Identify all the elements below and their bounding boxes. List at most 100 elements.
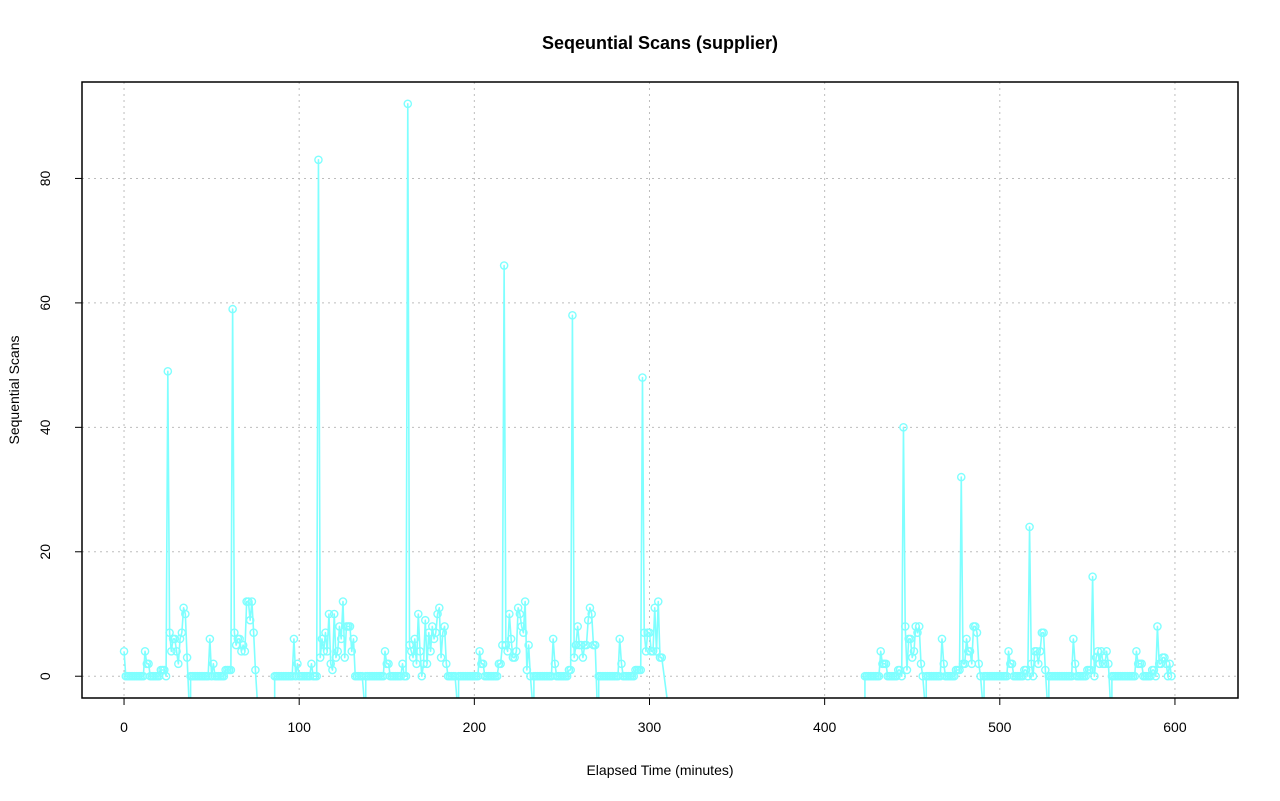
data-point xyxy=(492,671,502,681)
data-point xyxy=(1070,659,1080,669)
data-point xyxy=(420,615,430,625)
series-line xyxy=(123,102,1173,699)
data-point xyxy=(1097,647,1106,656)
data-point xyxy=(1088,572,1097,581)
data-point xyxy=(235,634,244,644)
data-point xyxy=(380,647,390,656)
data-point xyxy=(1095,659,1104,669)
data-point xyxy=(167,647,176,656)
data-point xyxy=(209,659,218,669)
data-point xyxy=(1032,647,1041,656)
data-point xyxy=(939,659,949,669)
data-point xyxy=(955,665,964,675)
data-point xyxy=(177,628,187,637)
data-point xyxy=(1163,671,1173,681)
data-point xyxy=(140,647,150,656)
data-point xyxy=(410,634,420,644)
data-point xyxy=(293,659,302,669)
data-point xyxy=(324,609,334,619)
data-point xyxy=(573,622,582,631)
data-point xyxy=(247,597,257,606)
data-point xyxy=(587,609,596,619)
data-point xyxy=(653,597,663,606)
data-point xyxy=(312,671,322,681)
x-tick-label: 200 xyxy=(463,719,487,735)
data-point xyxy=(569,653,579,662)
data-point xyxy=(1093,647,1103,656)
data-point xyxy=(571,640,581,650)
data-point xyxy=(340,653,350,662)
data-point xyxy=(638,373,647,382)
data-point xyxy=(897,671,907,681)
data-point xyxy=(899,423,908,432)
data-point xyxy=(205,634,215,644)
data-point xyxy=(520,597,530,606)
data-point xyxy=(512,647,521,656)
y-tick-label: 80 xyxy=(37,170,53,186)
series-segment xyxy=(273,158,365,699)
data-point xyxy=(1034,659,1043,669)
data-point xyxy=(550,659,560,669)
chart-title: Seqeuntial Scans (supplier) xyxy=(542,33,778,53)
data-point xyxy=(427,622,437,631)
data-point xyxy=(1137,659,1146,669)
data-point xyxy=(228,304,237,314)
data-point xyxy=(119,647,129,656)
data-point xyxy=(652,647,661,656)
data-point xyxy=(1004,647,1013,656)
data-point xyxy=(590,640,600,650)
data-point xyxy=(181,609,190,619)
data-point xyxy=(165,628,174,637)
x-tick-label: 100 xyxy=(288,719,312,735)
data-point xyxy=(315,653,325,662)
x-tick-label: 300 xyxy=(638,719,662,735)
data-point xyxy=(403,99,413,109)
data-point xyxy=(1132,647,1141,656)
x-tick-label: 0 xyxy=(120,719,128,735)
data-point xyxy=(182,653,192,662)
data-point xyxy=(965,647,975,656)
data-point xyxy=(345,622,355,631)
data-point xyxy=(1130,671,1139,681)
data-point xyxy=(576,640,586,650)
data-point xyxy=(1041,665,1050,675)
y-axis: 0 20 40 60 80 xyxy=(37,170,82,680)
data-point xyxy=(1151,671,1160,681)
data-point xyxy=(251,665,260,675)
data-point xyxy=(524,640,533,650)
data-point xyxy=(1086,665,1096,675)
data-point xyxy=(328,665,337,675)
grid xyxy=(82,82,1238,698)
data-point xyxy=(172,647,181,656)
data-point xyxy=(422,659,432,669)
data-point xyxy=(1165,659,1174,669)
data-point xyxy=(499,261,509,270)
data-point xyxy=(170,634,180,644)
data-point xyxy=(522,665,532,675)
data-point xyxy=(384,659,393,669)
x-tick-label: 600 xyxy=(1163,719,1187,735)
data-point xyxy=(639,628,649,637)
data-point xyxy=(415,647,425,656)
data-point xyxy=(657,653,667,662)
data-point xyxy=(440,622,449,631)
data-point xyxy=(1039,628,1048,637)
data-point xyxy=(289,634,299,644)
series-segment xyxy=(533,314,598,699)
data-point xyxy=(515,609,525,619)
data-point xyxy=(436,653,446,662)
data-point xyxy=(314,155,323,165)
data-point xyxy=(396,671,406,681)
y-tick-label: 0 xyxy=(37,672,53,680)
y-tick-label: 40 xyxy=(37,419,53,435)
data-point xyxy=(636,665,646,675)
data-point xyxy=(645,628,654,637)
data-point xyxy=(174,659,183,669)
data-point xyxy=(426,647,435,656)
data-point xyxy=(1035,647,1045,656)
series-segment xyxy=(189,308,258,699)
data-point xyxy=(419,659,428,669)
data-point xyxy=(322,647,332,656)
data-point xyxy=(937,634,947,644)
